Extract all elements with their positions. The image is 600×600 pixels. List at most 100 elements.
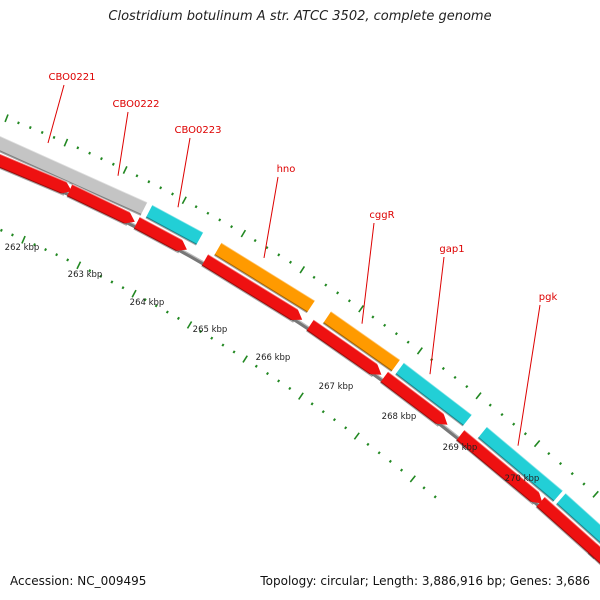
major-tick xyxy=(131,289,137,298)
minor-tick xyxy=(99,157,103,161)
major-tick xyxy=(475,392,482,400)
gene-CBO0221 xyxy=(0,135,148,216)
cds-features xyxy=(0,153,600,566)
minor-tick xyxy=(218,218,222,222)
cds-arrow xyxy=(306,319,382,378)
minor-tick xyxy=(165,310,169,314)
label-leader-CBO0223 xyxy=(177,137,191,208)
minor-tick xyxy=(121,286,125,290)
minor-tick xyxy=(288,386,292,391)
scale-labels: 262 kbp 263 kbp 264 kbp 265 kbp 266 kbp 267 k… xyxy=(5,243,540,484)
minor-tick xyxy=(33,243,36,247)
minor-tick xyxy=(154,304,158,308)
minor-tick xyxy=(143,298,147,302)
label-leader-hno xyxy=(263,176,279,259)
label-hno: hno xyxy=(277,164,296,175)
accession-text: Accession: NC_009495 xyxy=(10,574,147,588)
minor-tick xyxy=(253,238,257,243)
scale-label: 269 kbp xyxy=(443,443,478,453)
minor-tick xyxy=(336,291,340,295)
minor-tick xyxy=(441,366,445,371)
minor-tick xyxy=(99,274,103,278)
major-tick xyxy=(242,355,248,363)
minor-tick xyxy=(40,130,44,134)
minor-tick xyxy=(76,146,80,150)
cds-arrow xyxy=(535,496,600,560)
minor-tick xyxy=(344,426,348,430)
minor-tick xyxy=(399,468,404,472)
label-leader-cggR xyxy=(361,222,375,324)
minor-tick xyxy=(547,451,551,456)
label-leader-gap1 xyxy=(429,256,445,375)
minor-tick xyxy=(147,180,151,184)
major-tick xyxy=(4,114,9,123)
scale-label: 264 kbp xyxy=(130,298,165,308)
major-tick xyxy=(353,432,360,440)
minor-tick xyxy=(88,269,92,273)
label-gap1: gap1 xyxy=(439,244,464,255)
scale-label: 270 kbp xyxy=(505,474,540,484)
scale-label: 267 kbp xyxy=(319,382,354,392)
minor-tick xyxy=(206,211,210,215)
minor-tick xyxy=(332,418,337,422)
minor-tick xyxy=(265,246,269,250)
cds-arrow xyxy=(133,216,187,254)
minor-tick xyxy=(383,323,387,327)
major-tick xyxy=(416,347,423,355)
minor-tick xyxy=(110,280,114,284)
minor-tick xyxy=(321,410,325,414)
minor-tick xyxy=(500,412,504,417)
minor-tick xyxy=(422,486,426,490)
gene-features xyxy=(0,135,600,545)
minor-tick xyxy=(277,253,281,257)
minor-tick xyxy=(44,248,47,252)
minor-tick xyxy=(433,495,437,499)
minor-tick xyxy=(66,258,70,262)
minor-tick xyxy=(232,350,236,354)
minor-tick xyxy=(288,260,293,264)
minor-tick xyxy=(371,315,375,319)
minor-tick xyxy=(52,135,56,139)
major-tick xyxy=(299,265,306,274)
genome-title: Clostridium botulinum A str. ATCC 3502, … xyxy=(108,9,492,24)
minor-tick xyxy=(582,482,586,486)
minor-tick xyxy=(488,403,492,407)
minor-tick xyxy=(366,442,370,446)
label-pgk: pgk xyxy=(539,292,558,303)
minor-tick xyxy=(159,186,163,190)
minor-tick xyxy=(55,253,59,257)
gene-hno xyxy=(213,242,316,314)
minor-tick xyxy=(88,151,92,155)
gene-CBO0223 xyxy=(145,204,204,246)
minor-tick xyxy=(453,375,457,380)
scale-label: 268 kbp xyxy=(382,412,417,422)
cds-arrow xyxy=(66,183,135,226)
major-tick xyxy=(76,261,82,270)
label-cggR: cggR xyxy=(369,210,394,221)
minor-tick xyxy=(28,126,32,130)
major-tick xyxy=(409,475,416,483)
minor-tick xyxy=(111,162,115,166)
major-tick xyxy=(533,439,541,448)
gene-cggR xyxy=(322,310,401,372)
label-CBO0223: CBO0223 xyxy=(175,125,222,136)
scale-label: 263 kbp xyxy=(68,270,103,280)
major-tick xyxy=(240,229,247,238)
minor-tick xyxy=(523,432,527,436)
minor-tick xyxy=(194,205,198,209)
major-tick xyxy=(181,196,187,205)
minor-tick xyxy=(0,228,3,232)
minor-tick xyxy=(230,225,234,229)
minor-tick xyxy=(512,422,516,426)
genome-summary-text: Topology: circular; Length: 3,886,916 bp… xyxy=(260,574,590,588)
label-CBO0221: CBO0221 xyxy=(49,72,96,83)
minor-tick xyxy=(377,451,381,455)
minor-tick xyxy=(11,233,14,237)
minor-tick xyxy=(394,332,398,336)
major-tick xyxy=(122,166,128,174)
label-leader-CBO0221 xyxy=(47,84,65,144)
minor-tick xyxy=(558,461,563,466)
scale-label: 262 kbp xyxy=(5,243,40,253)
label-leader-pgk xyxy=(517,304,541,446)
scale-label: 266 kbp xyxy=(256,353,291,363)
